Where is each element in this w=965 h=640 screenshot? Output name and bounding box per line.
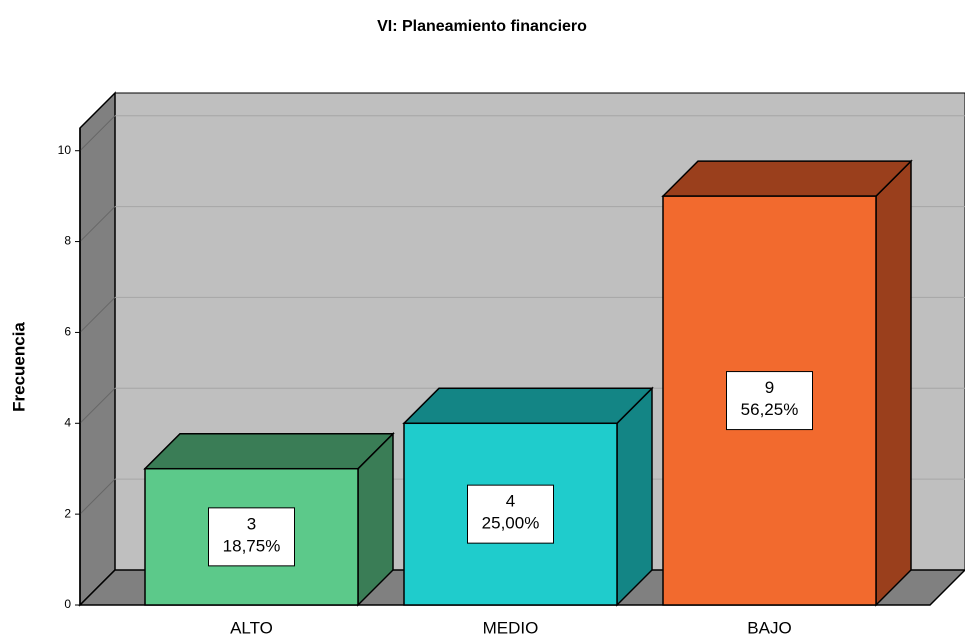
- y-tick-label: 0: [64, 597, 71, 611]
- y-tick-label: 4: [64, 415, 71, 429]
- value-label-box: [467, 484, 554, 544]
- value-label-box: [208, 507, 295, 567]
- grid-line-wall: [79, 387, 116, 424]
- grid-line-wall: [79, 206, 116, 242]
- percentage-label: 18,75%: [223, 536, 281, 555]
- value-label: 9: [765, 378, 774, 397]
- value-label-box: [726, 371, 813, 431]
- bar-top: [143, 432, 395, 470]
- percentage-label: 25,00%: [482, 514, 540, 533]
- percentage-label: 56,25%: [741, 400, 799, 419]
- x-tick-label: MEDIO: [483, 618, 539, 637]
- x-tick-label: BAJO: [747, 618, 791, 637]
- grid-line-wall: [79, 478, 116, 515]
- value-label: 3: [247, 514, 256, 533]
- value-label: 4: [506, 492, 515, 511]
- bar-top: [661, 160, 913, 197]
- x-tick-label: ALTO: [230, 618, 273, 637]
- y-tick-label: 8: [64, 234, 71, 248]
- y-axis-label: Frecuencia: [9, 322, 28, 412]
- y-tick-label: 6: [64, 325, 71, 339]
- bar-side: [875, 159, 912, 607]
- left-wall: [79, 91, 116, 607]
- y-tick-label: 10: [58, 143, 72, 157]
- grid-line-wall: [79, 115, 116, 152]
- bar-side: [616, 386, 653, 607]
- grid-line-wall: [79, 297, 116, 333]
- y-tick-label: 2: [64, 506, 71, 520]
- bar-top: [402, 387, 654, 425]
- chart-title: VI: Planeamiento financiero: [377, 18, 587, 35]
